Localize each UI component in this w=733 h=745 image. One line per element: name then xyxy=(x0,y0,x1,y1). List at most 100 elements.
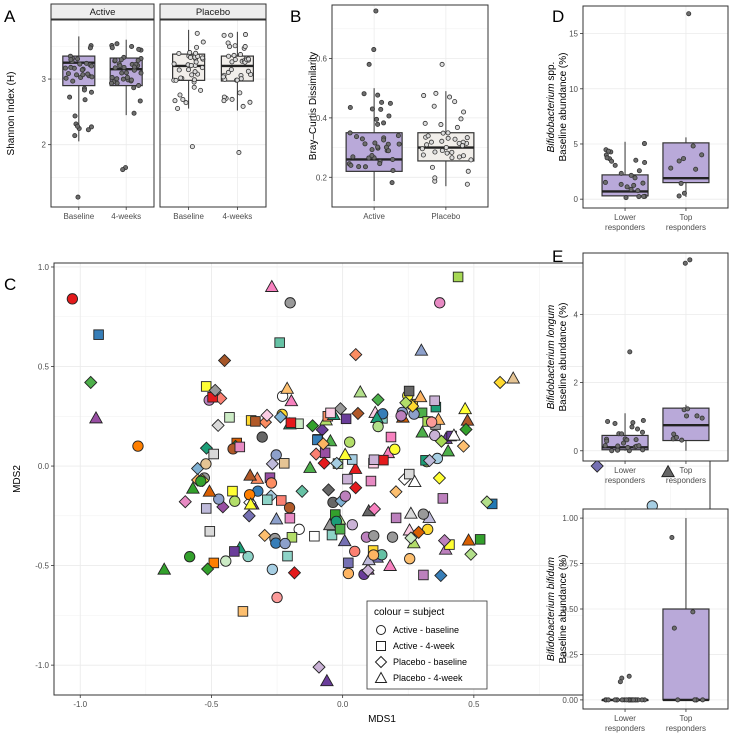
x-tick-label: 0.0 xyxy=(337,700,349,709)
panel-border xyxy=(50,19,155,208)
panelD-point xyxy=(635,188,641,194)
panel-a-box-point xyxy=(68,64,74,70)
panelD-point xyxy=(633,157,639,163)
legend-diamond-icon xyxy=(374,655,388,669)
mds-point-active-baseline xyxy=(242,550,254,563)
panel-a-outlier-point xyxy=(189,144,195,150)
panel-a-box-point xyxy=(74,72,80,78)
panel-a-box-point xyxy=(172,98,178,104)
panelE-outlier-point xyxy=(687,257,693,263)
panel-a-box-point xyxy=(176,50,182,56)
mds-point-placebo-4week xyxy=(243,468,258,481)
panelF-outlier-point xyxy=(617,679,623,685)
y-axis-title-italic: Bifidobacterium xyxy=(546,83,557,152)
mds-point-placebo-baseline xyxy=(295,484,309,498)
panelE-point xyxy=(605,418,611,424)
panel-a-box-point xyxy=(128,77,134,83)
panel-c-y-tick-label: 0.5 xyxy=(38,363,50,372)
x-tick-label: Baseline xyxy=(63,212,94,221)
panel-border xyxy=(159,19,267,208)
panelE-point xyxy=(699,415,705,421)
mds-point-active-baseline xyxy=(395,410,407,422)
panel-d-bifido-spp-boxplot: LowerrespondersTopresponders051015Bifido… xyxy=(546,5,729,232)
panel-c-y-tick-label: 1.0 xyxy=(38,263,50,272)
panelE-y-tick-label: 0 xyxy=(574,447,579,456)
x-tick-label: -1.0 xyxy=(73,700,87,709)
mds-point-placebo-baseline xyxy=(459,422,473,437)
panelD-point xyxy=(628,172,634,178)
mds-point-placebo-baseline xyxy=(349,347,363,362)
panel-a-outlier-point xyxy=(120,167,126,173)
panel-a-box-point xyxy=(108,80,114,86)
mds-point-active-4week xyxy=(93,329,104,340)
panel-b-box-point xyxy=(454,124,460,130)
mds-point-placebo-baseline xyxy=(321,483,336,497)
panel-a-box-point xyxy=(183,100,189,106)
legend-entry-label: Active - 4-week xyxy=(393,641,455,651)
panel-a-box-point xyxy=(136,46,142,52)
x-tick-label: 4-weeks xyxy=(222,212,252,221)
mds-point-active-4week xyxy=(284,512,296,524)
panelD-point xyxy=(641,141,647,147)
panelF-point xyxy=(675,697,681,703)
mds-point-active-4week xyxy=(319,447,331,459)
panelD-point xyxy=(609,158,615,164)
panelE-point xyxy=(671,431,677,437)
panel-letter-c: C xyxy=(4,275,16,294)
mds-point-active-4week xyxy=(237,606,249,617)
mds-point-active-baseline xyxy=(339,490,351,502)
mds-point-active-baseline xyxy=(404,553,416,565)
panel-a-box-point xyxy=(176,67,182,73)
panel-border xyxy=(582,5,729,209)
mds-point-active-4week xyxy=(452,271,464,283)
panel-a-box-point xyxy=(129,43,135,49)
panelE-point xyxy=(609,448,615,454)
panel-b-box-point xyxy=(347,104,353,110)
panel-b-box-point xyxy=(458,116,464,122)
panel-a-box-point xyxy=(120,76,126,82)
mds-point-placebo-baseline xyxy=(258,528,272,543)
panel-a-box-point xyxy=(75,56,81,62)
panel-a-box-point xyxy=(117,63,123,69)
panel-b-box-point xyxy=(395,133,401,139)
panel-a-outlier-point xyxy=(75,194,81,200)
panelE-point xyxy=(639,429,645,435)
panelF-point xyxy=(619,697,625,703)
legend-entry-label: Active - baseline xyxy=(393,625,459,635)
panel-a-box-point xyxy=(225,69,231,75)
x-tick-label: -0.5 xyxy=(205,700,219,709)
mds-point-placebo-baseline xyxy=(260,408,274,422)
panel-a-box-point xyxy=(77,61,83,67)
mds-point-placebo-4week xyxy=(338,447,353,460)
panel-b-box-point xyxy=(375,121,381,127)
panel-a-box-point xyxy=(137,98,143,104)
panelD-point xyxy=(604,155,610,161)
panelD-point xyxy=(628,186,634,192)
panelF-point xyxy=(612,697,618,703)
mds-point-active-baseline xyxy=(229,495,241,507)
panel-a-box-point xyxy=(171,61,177,67)
panel-b-box-point xyxy=(379,99,385,105)
panel-a-box-point xyxy=(237,90,243,96)
mds-point-active-4week xyxy=(200,381,212,392)
panel-b-box-point xyxy=(432,149,438,155)
mds-point-placebo-baseline xyxy=(432,471,447,485)
panel-b-box-point xyxy=(375,92,381,98)
x-tick-label: Baseline xyxy=(173,212,204,221)
panel-b-y-tick-label: 0.6 xyxy=(316,54,328,63)
panelD-point xyxy=(631,182,637,188)
panel-b-box-point xyxy=(428,139,434,145)
panel-a-y-tick-label: 3 xyxy=(42,75,47,84)
mds-point-placebo-baseline xyxy=(317,456,331,470)
mds-point-active-4week xyxy=(227,485,238,497)
panel-letter-e: E xyxy=(552,247,563,266)
x-tick-label-line2: responders xyxy=(605,724,645,733)
panelE-point xyxy=(624,437,630,443)
panelF-point xyxy=(605,697,611,703)
mds-point-placebo-4week xyxy=(284,393,299,407)
panel-a-box-point xyxy=(173,77,179,83)
panelD-point xyxy=(636,168,642,174)
panel-b-box-point xyxy=(369,147,375,153)
panel-letter-b: B xyxy=(290,7,301,26)
